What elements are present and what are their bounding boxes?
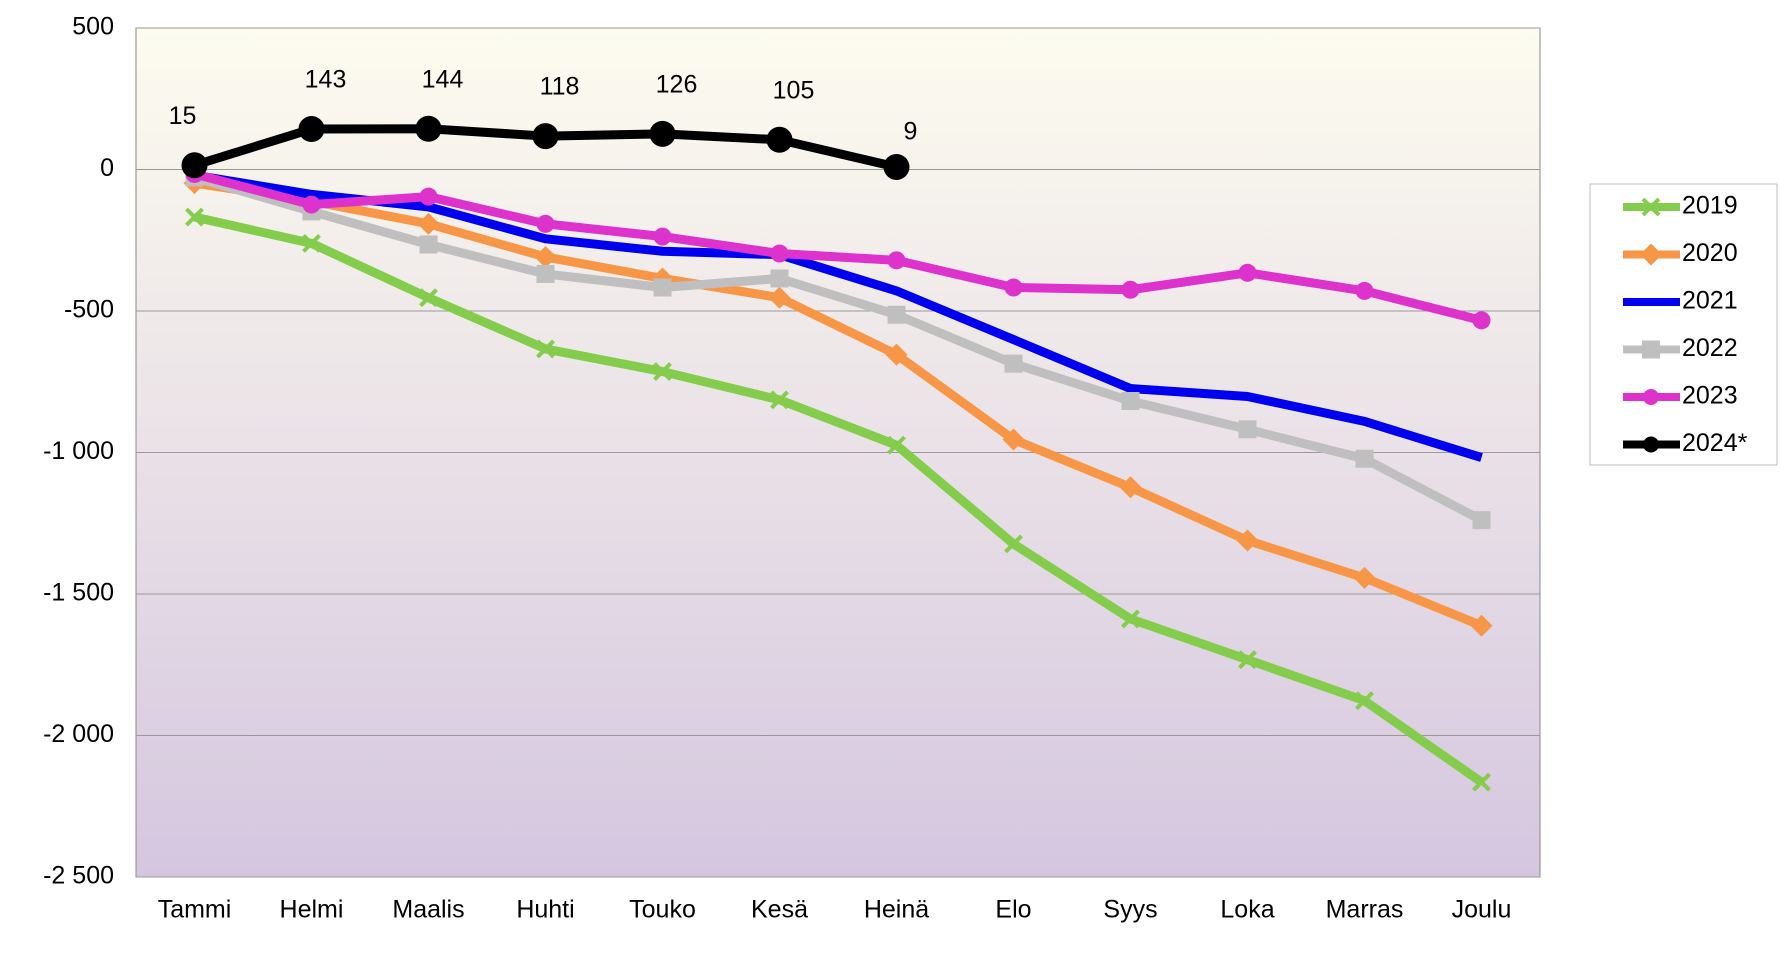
data-point — [1236, 529, 1259, 552]
data-point — [1355, 449, 1374, 468]
data-point — [653, 362, 672, 381]
legend-marker — [1640, 243, 1662, 266]
x-tick-label: Kesä — [751, 896, 808, 924]
data-point — [887, 435, 906, 455]
legend-label: 2022 — [1682, 334, 1738, 362]
x-tick-label: Tammi — [158, 896, 232, 924]
data-point — [1470, 614, 1493, 637]
series-line — [193, 173, 1484, 525]
data-point — [536, 264, 555, 283]
data-label: 144 — [422, 65, 464, 93]
data-point — [419, 187, 438, 206]
data-point — [885, 343, 908, 366]
data-label: 9 — [904, 118, 918, 146]
data-point — [419, 288, 438, 308]
data-point — [1355, 281, 1374, 300]
data-point — [1119, 476, 1142, 499]
x-tick-label: Maalis — [392, 896, 464, 924]
legend-marker — [1641, 197, 1661, 217]
data-label: 143 — [305, 66, 347, 94]
data-point — [1472, 772, 1491, 792]
data-point — [536, 214, 555, 233]
data-point — [1121, 280, 1140, 299]
y-tick-label: -2 500 — [43, 862, 114, 890]
data-point — [536, 339, 555, 359]
series-line — [193, 170, 1483, 462]
data-point — [302, 233, 321, 253]
data-point — [1353, 566, 1376, 589]
data-point — [1121, 609, 1140, 629]
x-tick-label: Marras — [1326, 896, 1404, 924]
x-tick-label: Huhti — [516, 896, 574, 924]
data-point — [1238, 263, 1257, 282]
y-tick-label: -1 500 — [43, 579, 114, 607]
y-tick-label: 500 — [72, 13, 114, 41]
data-label: 15 — [169, 102, 197, 130]
data-point — [419, 235, 438, 254]
data-point — [770, 244, 789, 263]
data-point — [1121, 391, 1140, 410]
x-tick-label: Helmi — [280, 896, 344, 924]
x-tick-label: Joulu — [1452, 896, 1512, 924]
data-point — [1472, 511, 1491, 530]
data-point — [770, 390, 789, 410]
legend-box — [1589, 183, 1778, 466]
legend-marker — [1643, 389, 1659, 405]
data-point — [1238, 420, 1257, 439]
y-tick-label: -1 000 — [43, 437, 114, 465]
data-point — [649, 120, 676, 147]
data-point — [766, 126, 793, 153]
data-point — [185, 207, 204, 227]
series-line — [193, 212, 1485, 786]
legend-marker — [1642, 340, 1660, 359]
data-label: 126 — [656, 70, 698, 98]
x-tick-label: Heinä — [864, 896, 929, 924]
x-tick-label: Elo — [995, 896, 1031, 924]
data-point — [887, 305, 906, 324]
data-point — [1238, 650, 1257, 670]
legend-label: 2019 — [1682, 192, 1738, 220]
legend-label: 2020 — [1682, 239, 1738, 267]
data-label: 105 — [773, 76, 815, 104]
y-tick-label: -2 000 — [43, 720, 114, 748]
data-point — [302, 195, 321, 214]
legend-label: 2023 — [1682, 382, 1738, 410]
data-point — [1472, 311, 1491, 330]
data-point — [653, 227, 672, 246]
data-point — [298, 116, 325, 143]
y-tick-label: -500 — [64, 296, 114, 324]
data-point — [1355, 691, 1374, 711]
data-point — [417, 212, 440, 235]
x-tick-label: Syys — [1103, 896, 1157, 924]
data-point — [1004, 354, 1023, 373]
data-label: 118 — [540, 73, 580, 101]
data-point — [768, 286, 791, 309]
data-point — [883, 153, 910, 180]
x-tick-label: Touko — [629, 896, 696, 924]
data-point — [1004, 278, 1023, 297]
legend-label: 2021 — [1682, 287, 1738, 315]
series-line — [193, 178, 1484, 630]
data-point — [181, 152, 208, 179]
x-tick-label: Loka — [1220, 896, 1274, 924]
data-point — [532, 123, 559, 150]
data-point — [1004, 534, 1023, 554]
legend-marker — [1643, 436, 1659, 453]
data-point — [653, 278, 672, 297]
data-point — [1002, 428, 1025, 451]
series-line — [193, 169, 1483, 325]
data-point — [415, 115, 442, 142]
data-point — [770, 269, 789, 288]
data-point — [887, 251, 906, 270]
y-tick-label: 0 — [100, 154, 114, 182]
legend-label: 2024* — [1682, 429, 1748, 457]
data-point — [534, 245, 557, 268]
